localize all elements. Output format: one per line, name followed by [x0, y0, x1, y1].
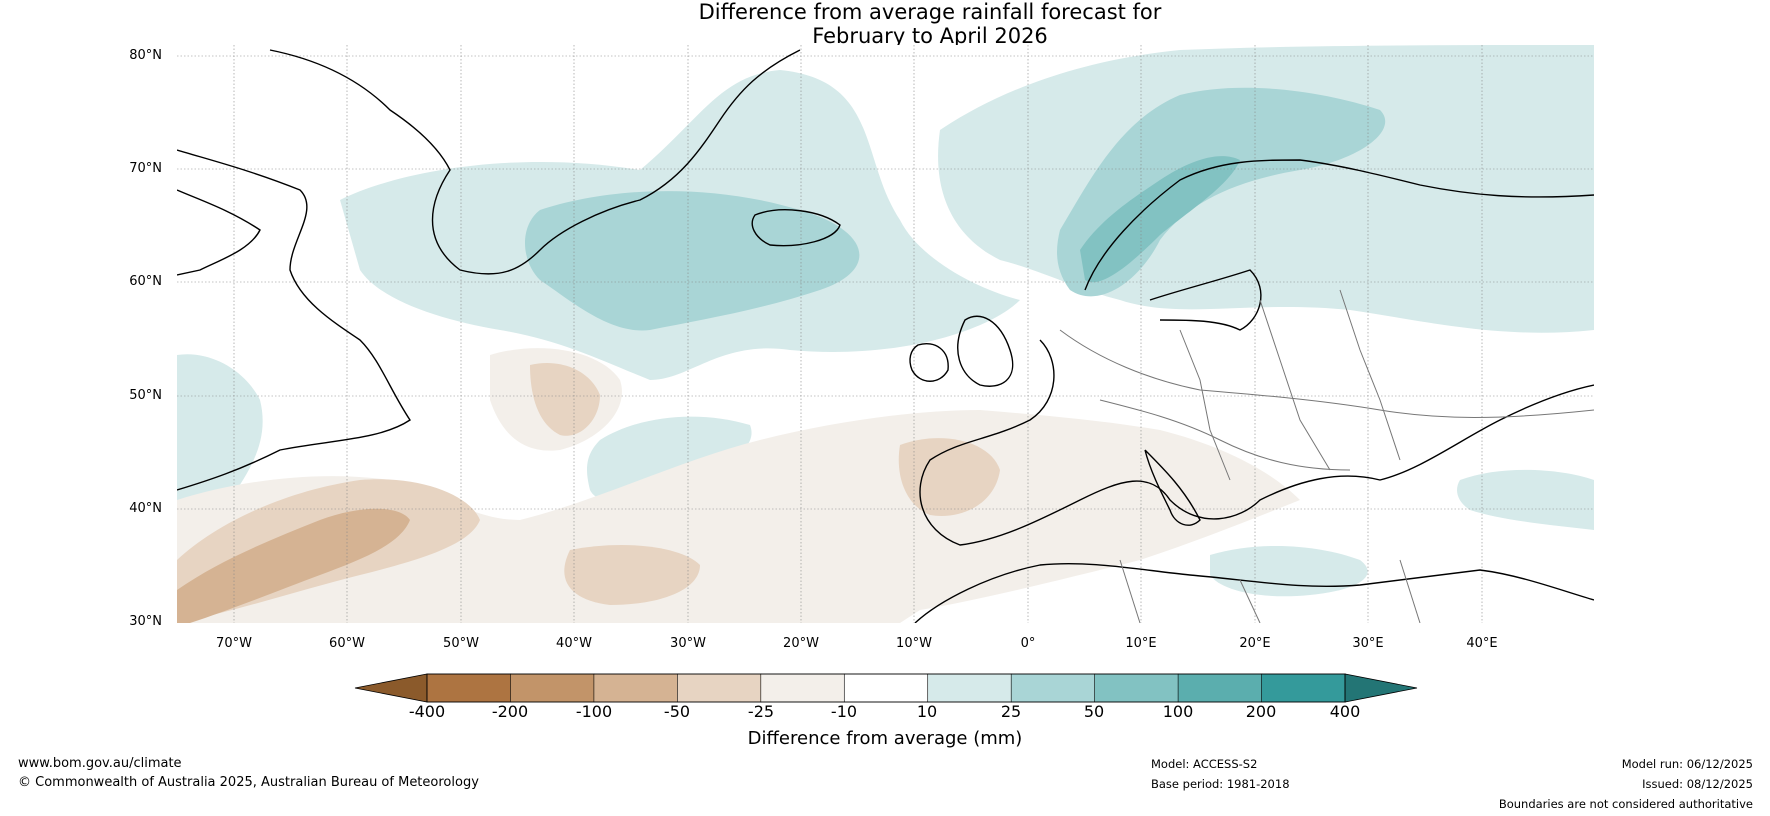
colorbar-cell: [593, 673, 679, 703]
lat-label-60n: 60°N: [129, 274, 162, 289]
colorbar-tick: -25: [747, 702, 775, 721]
colorbar-cell: [1261, 673, 1346, 703]
wet-region-atlantic-mid: [525, 191, 860, 331]
dry-region-south: [564, 545, 700, 605]
dry-region-atlantic-core: [530, 363, 600, 436]
title-line-2: February to April 2026: [812, 24, 1048, 48]
italy-coast: [1144, 449, 1201, 526]
iceland-coast: [751, 209, 841, 247]
base-period: Base period: 1981-2018: [1151, 777, 1290, 791]
dry-region-iberia: [898, 438, 1000, 516]
lat-label-40n: 40°N: [129, 501, 162, 516]
country-borders: [1059, 289, 1594, 623]
colorbar-tick: -200: [491, 702, 529, 721]
colorbar-tick: 25: [1000, 702, 1022, 721]
lon-label-0: 0°: [1020, 636, 1036, 651]
colorbar-cell: [1094, 673, 1179, 703]
baffin-coast: [177, 189, 261, 276]
lon-label-40e: 40°E: [1466, 636, 1498, 651]
colorbar-tick: 400: [1329, 702, 1361, 721]
lon-label-30e: 30°E: [1352, 636, 1384, 651]
greenland-coast: [269, 49, 801, 275]
lon-label-10w: 10°W: [896, 636, 932, 651]
colorbar-cell: [677, 673, 762, 703]
colorbar-tick: -50: [663, 702, 691, 721]
lon-label-10e: 10°E: [1125, 636, 1157, 651]
lat-label-50n: 50°N: [129, 388, 162, 403]
lat-label-70n: 70°N: [129, 161, 162, 176]
colorbar-tick: 100: [1162, 702, 1194, 721]
colorbar-label: Difference from average (mm): [747, 728, 1023, 749]
colorbar-tick: -10: [830, 702, 858, 721]
lon-label-60w: 60°W: [329, 636, 365, 651]
colorbar-tick: 10: [916, 702, 938, 721]
website-link[interactable]: www.bom.gov.au/climate: [18, 756, 182, 771]
lon-label-70w: 70°W: [216, 636, 252, 651]
colorbar-tick: 50: [1083, 702, 1105, 721]
wet-region-norway-core: [1080, 156, 1240, 283]
wet-region-labrador: [177, 354, 263, 530]
colorbar-tick: 200: [1245, 702, 1277, 721]
lon-label-50w: 50°W: [443, 636, 479, 651]
uk-coast: [957, 315, 1014, 387]
lon-label-40w: 40°W: [556, 636, 592, 651]
colorbar-tick: -100: [575, 702, 613, 721]
colorbar-cell: [510, 673, 595, 703]
model-name: Model: ACCESS-S2: [1151, 757, 1258, 771]
canada-coast: [177, 149, 411, 491]
colorbar-cell: [843, 673, 929, 703]
colorbar-extend-low: [354, 673, 428, 703]
colorbar-cell: [760, 673, 846, 703]
coastlines: [177, 49, 1594, 623]
issued-date: Issued: 08/12/2025: [1642, 777, 1753, 791]
colorbar-extend-high: [1344, 673, 1418, 703]
ireland-coast: [909, 343, 949, 382]
title-line-1: Difference from average rainfall forecas…: [698, 0, 1162, 24]
dry-region-west-core: [177, 508, 410, 623]
scandinavia-coast: [1084, 159, 1594, 291]
colorbar-cell: [426, 673, 512, 703]
copyright-text: © Commonwealth of Australia 2025, Austra…: [18, 775, 479, 790]
wet-region-mid: [587, 416, 752, 501]
graticule: [177, 45, 1594, 623]
lon-label-30w: 30°W: [670, 636, 706, 651]
wet-region-east: [1457, 469, 1594, 530]
lat-label-30n: 30°N: [129, 614, 162, 629]
colorbar-cell: [1010, 673, 1096, 703]
lon-label-20e: 20°E: [1239, 636, 1271, 651]
lon-label-20w: 20°W: [783, 636, 819, 651]
colorbar-cell: [1177, 673, 1263, 703]
wet-region-med: [1210, 545, 1368, 597]
model-run-date: Model run: 06/12/2025: [1621, 757, 1753, 771]
lat-label-80n: 80°N: [129, 48, 162, 63]
colorbar-cell: [927, 673, 1012, 703]
europe-coast: [919, 339, 1594, 546]
africa-coast: [914, 562, 1594, 623]
map-title: Difference from average rainfall forecas…: [0, 0, 1770, 48]
disclaimer: Boundaries are not considered authoritat…: [1498, 797, 1753, 811]
colorbar-tick: -400: [408, 702, 446, 721]
